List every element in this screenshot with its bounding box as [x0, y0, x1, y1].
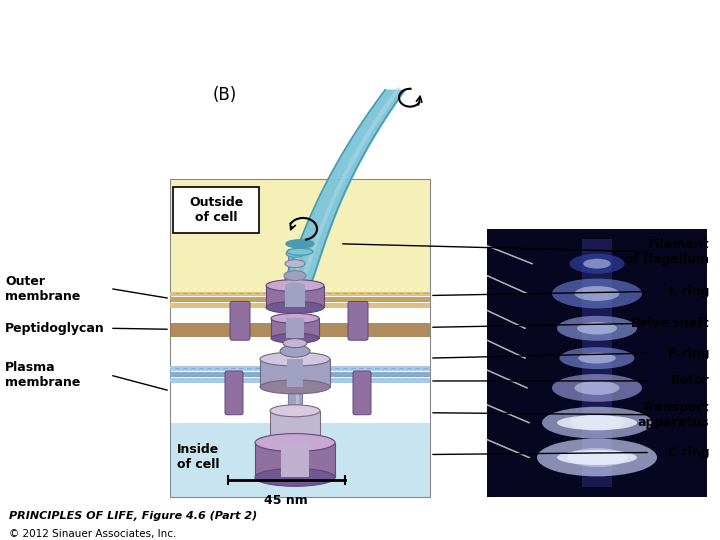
Text: PRINCIPLES OF LIFE, Figure 4.6 (Part 2): PRINCIPLES OF LIFE, Figure 4.6 (Part 2): [9, 510, 257, 521]
Ellipse shape: [260, 352, 330, 366]
Bar: [170, 378, 430, 383]
Ellipse shape: [583, 259, 611, 268]
Bar: [270, 411, 320, 441]
FancyBboxPatch shape: [348, 301, 368, 340]
Ellipse shape: [286, 240, 314, 248]
Text: Transport
apparatus: Transport apparatus: [637, 401, 709, 429]
Ellipse shape: [266, 280, 324, 292]
Ellipse shape: [575, 286, 619, 301]
Ellipse shape: [280, 345, 310, 357]
Ellipse shape: [285, 260, 305, 268]
Text: Figure 4.6  Prokaryotic Flagella (Part 2): Figure 4.6 Prokaryotic Flagella (Part 2): [9, 9, 331, 26]
Ellipse shape: [287, 248, 313, 255]
Ellipse shape: [270, 435, 320, 447]
Ellipse shape: [286, 250, 304, 257]
Ellipse shape: [260, 380, 330, 394]
Bar: [170, 303, 430, 308]
Text: Drive shaft: Drive shaft: [631, 317, 709, 330]
Ellipse shape: [578, 353, 616, 363]
Bar: [271, 319, 319, 338]
Bar: [170, 366, 430, 371]
Ellipse shape: [557, 415, 637, 430]
FancyBboxPatch shape: [353, 371, 371, 415]
Bar: [170, 323, 430, 337]
Ellipse shape: [270, 405, 320, 417]
Text: Filament
of flagellum: Filament of flagellum: [625, 238, 709, 266]
Ellipse shape: [266, 301, 324, 313]
Bar: [260, 359, 330, 387]
Bar: [170, 179, 430, 497]
Text: Plasma
membrane: Plasma membrane: [5, 361, 81, 389]
Ellipse shape: [542, 407, 652, 438]
Ellipse shape: [567, 448, 627, 467]
Text: (B): (B): [213, 86, 237, 104]
Text: C ring: C ring: [667, 446, 709, 459]
Ellipse shape: [557, 450, 637, 465]
Text: 45 nm: 45 nm: [264, 494, 308, 507]
Ellipse shape: [577, 322, 617, 334]
Text: © 2012 Sinauer Associates, Inc.: © 2012 Sinauer Associates, Inc.: [9, 529, 176, 539]
Ellipse shape: [557, 316, 637, 341]
Text: Inside
of cell: Inside of cell: [176, 443, 220, 471]
Ellipse shape: [552, 279, 642, 308]
Ellipse shape: [271, 313, 319, 323]
Bar: [286, 319, 304, 338]
Bar: [170, 294, 430, 423]
Ellipse shape: [271, 333, 319, 343]
Bar: [285, 286, 305, 307]
Ellipse shape: [283, 339, 307, 348]
Bar: [170, 423, 430, 497]
Bar: [170, 179, 430, 294]
Ellipse shape: [570, 415, 624, 430]
FancyBboxPatch shape: [225, 371, 243, 415]
Ellipse shape: [552, 374, 642, 402]
Ellipse shape: [255, 468, 335, 487]
FancyBboxPatch shape: [173, 187, 259, 233]
Bar: [582, 239, 612, 487]
Bar: [287, 359, 303, 387]
Bar: [170, 292, 430, 296]
Ellipse shape: [559, 347, 634, 369]
Ellipse shape: [285, 282, 305, 288]
Bar: [487, 229, 707, 497]
Text: Rotor: Rotor: [670, 374, 709, 388]
Bar: [170, 372, 430, 377]
Text: Outside
of cell: Outside of cell: [189, 196, 243, 224]
Ellipse shape: [570, 254, 624, 274]
Bar: [288, 249, 302, 457]
Text: Peptidoglycan: Peptidoglycan: [5, 322, 104, 335]
Bar: [266, 286, 324, 307]
Bar: [255, 443, 335, 477]
FancyBboxPatch shape: [230, 301, 250, 340]
Text: Outer
membrane: Outer membrane: [5, 274, 81, 302]
Bar: [281, 443, 309, 477]
Bar: [170, 298, 430, 302]
Ellipse shape: [575, 381, 619, 395]
Text: L ring: L ring: [669, 285, 709, 298]
Ellipse shape: [284, 271, 306, 281]
Ellipse shape: [537, 438, 657, 476]
Ellipse shape: [255, 434, 335, 451]
Text: P ring: P ring: [667, 347, 709, 360]
